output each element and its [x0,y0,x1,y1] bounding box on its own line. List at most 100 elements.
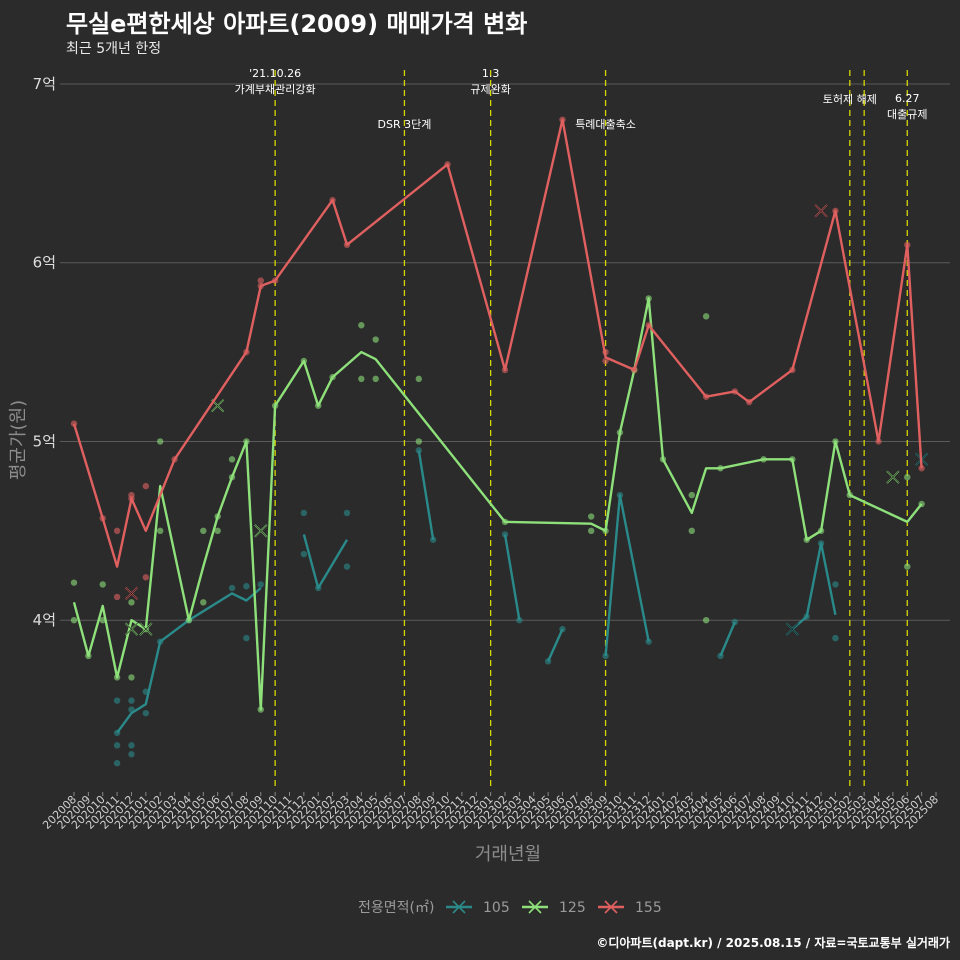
data-point [99,581,106,588]
legend-title: 전용면적(㎡) [358,900,434,916]
cancelled-outline [211,399,224,412]
data-point [300,509,308,517]
data-point [688,491,695,499]
data-point [257,277,264,284]
data-point [113,697,121,704]
series-105 [113,447,929,767]
data-point [128,742,135,749]
series-line [791,542,837,631]
data-point [702,313,710,320]
series-line [547,628,564,662]
data-point [128,697,135,704]
policy-annotation: 토허제 해제 [823,92,877,106]
policy-annotation: DSR 3단계 [378,118,432,131]
data-point [343,509,351,517]
chart-subtitle: 최근 5개년 한정 [66,41,162,57]
legend-key-cross [528,900,542,914]
data-point [70,579,78,586]
data-point [157,527,164,535]
data-point [142,709,150,717]
data-point [358,322,365,329]
y-tick-label: 6억 [33,254,56,272]
data-point [128,674,135,681]
data-point [602,652,609,660]
cancelled-marker [124,622,139,636]
data-point [602,357,609,365]
policy-annotation: 규제완화 [470,83,510,96]
policy-annotation: 대출규제 [887,108,927,121]
data-point [113,593,121,601]
series-line [719,621,737,657]
legend: 105 125 155 [446,900,662,916]
data-point [501,531,509,538]
cancelled-outline [139,622,153,636]
data-point [702,616,710,624]
cancelled-outline [886,470,900,484]
data-point [343,563,351,570]
legend-label-155: 155 [635,900,662,916]
data-point [372,375,379,383]
cancelled-marker [886,470,900,484]
data-point [415,375,422,383]
legend-label-125: 125 [559,900,586,916]
policy-annotation: 특례대출축소 [575,118,636,131]
data-point [142,482,150,490]
data-point [200,527,207,535]
series-line [417,450,435,540]
chart-title: 무실e편한세상 아파트(2009) 매매가격 변화 [66,10,528,38]
data-point [113,759,121,767]
data-point [372,336,379,343]
y-axis-title: 평균가(원) [8,400,29,480]
data-point [128,599,135,606]
data-point [228,456,236,463]
cancelled-marker [814,204,828,218]
data-point [904,563,911,570]
cancelled-outline [125,622,138,636]
y-tick-label: 7억 [33,75,56,93]
data-point [228,584,236,592]
series-line [503,534,521,621]
data-point [70,616,78,624]
cancelled-marker [785,622,799,636]
data-point [832,581,839,588]
chart-caption: ©디아파트(dapt.kr) / 2025.08.15 / 자료=국토교통부 실… [596,936,950,950]
series-line [302,534,349,590]
policy-annotation: '21.10.26 [249,67,301,80]
cancelled-marker [139,622,153,636]
series-155 [70,116,925,601]
data-point [645,638,652,645]
data-point [113,742,121,749]
legend-key-cross [452,900,466,914]
data-point [243,634,250,642]
y-tick-label: 4억 [33,611,56,629]
data-point [904,473,911,481]
data-point [113,527,121,535]
policy-annotation: 6.27 [895,92,920,105]
series-line [604,493,650,657]
data-point [415,447,422,454]
cancelled-outline [786,622,799,636]
data-point [688,527,695,535]
policy-annotation: 가계부채관리강화 [235,83,316,96]
data-point [128,751,135,758]
data-point [157,438,164,445]
data-point [142,574,150,581]
cancelled-marker [124,586,139,600]
data-point [358,375,365,383]
cancelled-marker [254,524,268,538]
series-line [116,587,262,734]
data-point [214,527,221,535]
data-point [300,550,308,558]
data-point [257,581,264,588]
data-point [588,513,595,520]
data-point [832,634,839,642]
series-line [72,297,923,711]
legend-key-cross [604,900,618,914]
x-axis-ticks: 2020082020092020102020112020122021012021… [40,792,941,832]
series-line [72,118,923,568]
cancelled-outline [254,524,267,538]
data-point [243,583,250,590]
legend-label-105: 105 [483,900,510,916]
